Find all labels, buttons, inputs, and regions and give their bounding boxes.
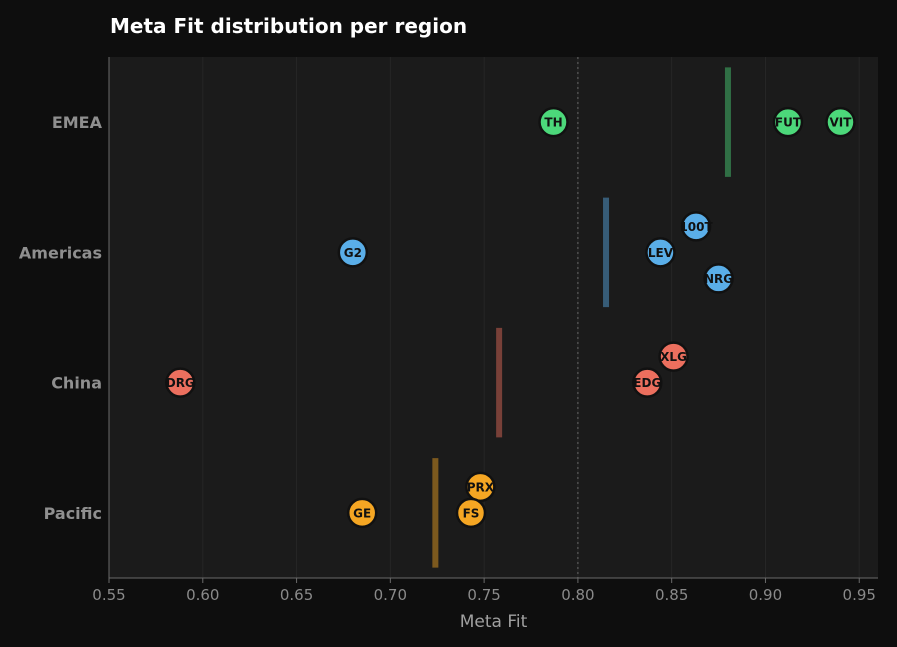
point-marker xyxy=(658,341,689,372)
x-tick-label: 0.95 xyxy=(843,586,876,604)
point-label: FS xyxy=(463,506,480,520)
x-tick-label: 0.75 xyxy=(467,586,500,604)
x-tick-label: 0.70 xyxy=(374,586,407,604)
point-label: XLG xyxy=(660,350,687,364)
point-label: TH xyxy=(544,116,562,130)
point-marker xyxy=(645,237,676,268)
data-point: NRG xyxy=(703,263,734,294)
data-point: PRX xyxy=(465,471,496,503)
x-axis-label: Meta Fit xyxy=(460,612,528,632)
data-point: XLG xyxy=(658,341,689,372)
x-tick-label: 0.85 xyxy=(655,586,688,604)
point-marker xyxy=(680,211,712,242)
y-category-label: China xyxy=(51,374,102,393)
point-marker xyxy=(703,263,734,294)
point-marker xyxy=(465,471,496,503)
point-label: DRG xyxy=(166,376,195,390)
data-point: LEV xyxy=(645,237,676,268)
x-tick-label: 0.55 xyxy=(92,586,125,604)
axes xyxy=(108,57,878,579)
point-label: LEV xyxy=(648,246,674,260)
data-point: VIT xyxy=(825,106,856,138)
point-marker xyxy=(825,106,856,138)
point-marker xyxy=(538,106,569,138)
x-tick-label: 0.65 xyxy=(280,586,313,604)
point-marker xyxy=(632,367,663,398)
data-point: TH xyxy=(538,106,569,138)
mean-markers xyxy=(432,67,731,568)
point-label: 100T xyxy=(679,220,713,234)
data-point: GE xyxy=(346,497,378,529)
data-points: TH FUT VIT G2 100T LEV NRG DRG XLG EDG PRX GE FS xyxy=(165,106,856,529)
point-label: EDG xyxy=(633,376,661,390)
point-marker xyxy=(337,237,369,268)
data-point: EDG xyxy=(632,367,663,398)
point-marker xyxy=(165,367,196,398)
x-tick-label: 0.90 xyxy=(749,586,782,604)
x-tick-label: 0.60 xyxy=(186,586,219,604)
chart-title: Meta Fit distribution per region xyxy=(110,14,467,38)
data-point: G2 xyxy=(337,237,369,268)
point-label: PRX xyxy=(467,480,495,494)
data-point: FS xyxy=(455,497,487,529)
point-label: NRG xyxy=(704,272,733,286)
y-category-label: EMEA xyxy=(52,113,103,132)
point-label: GE xyxy=(353,506,371,520)
x-ticks: 0.55 0.60 0.65 0.70 0.75 0.80 0.85 0.90 0.95 xyxy=(92,578,876,604)
data-point: DRG xyxy=(165,367,196,398)
data-point: FUT xyxy=(772,106,804,138)
y-category-label: Americas xyxy=(19,243,102,262)
data-point: 100T xyxy=(679,211,713,242)
point-label: G2 xyxy=(344,246,362,260)
point-label: VIT xyxy=(830,116,853,130)
point-marker xyxy=(772,106,804,138)
x-tick-label: 0.80 xyxy=(561,586,594,604)
plot-area xyxy=(109,57,878,578)
y-category-label: Pacific xyxy=(44,504,102,523)
point-marker xyxy=(455,497,487,529)
y-categories: EMEA Americas China Pacific xyxy=(19,113,103,523)
point-marker xyxy=(346,497,378,529)
point-label: FUT xyxy=(775,116,802,130)
